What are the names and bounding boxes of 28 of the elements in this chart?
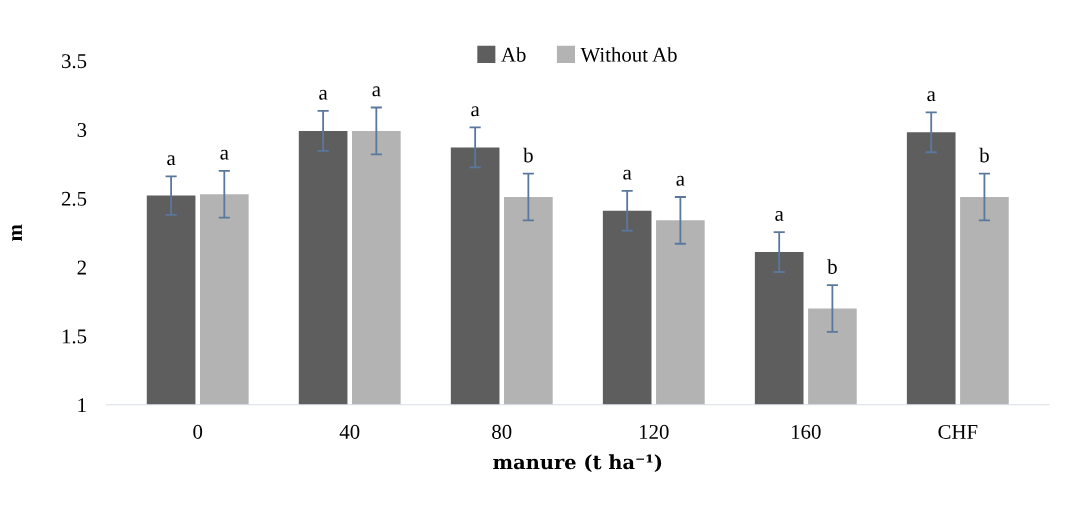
- y-tick-label: 1: [78, 398, 86, 413]
- annotation: a: [927, 91, 936, 102]
- y-tick-label: 3: [77, 122, 87, 137]
- y-tick-label: 2: [77, 260, 86, 275]
- x-tick-label: CHF: [938, 424, 978, 439]
- y-tick-label: 2.5: [61, 191, 87, 206]
- x-tick-label: 160: [792, 424, 821, 439]
- annotation: a: [319, 89, 328, 100]
- annotation: b: [523, 147, 533, 163]
- annotation: a: [471, 106, 480, 117]
- annotation: a: [623, 169, 632, 180]
- annotation: a: [676, 175, 685, 186]
- annotation: a: [220, 149, 229, 160]
- x-tick-label: 120: [639, 424, 669, 439]
- annotation: b: [979, 147, 989, 163]
- annotation: a: [372, 86, 381, 97]
- y-tick-label: 1.5: [62, 329, 87, 344]
- legend-label: Ab: [501, 47, 526, 62]
- annotation: a: [775, 210, 784, 221]
- x-tick-label: 80: [492, 424, 512, 439]
- x-axis-title: manure (t ha⁻¹): [493, 454, 662, 473]
- y-tick-label: 3.5: [62, 54, 87, 69]
- legend-label: Without Ab: [580, 47, 677, 62]
- y-axis-title: m: [12, 224, 22, 241]
- annotation: a: [167, 155, 176, 166]
- x-tick-label: 40: [339, 424, 360, 439]
- x-tick-label: 0: [193, 424, 203, 439]
- annotation: b: [827, 259, 837, 274]
